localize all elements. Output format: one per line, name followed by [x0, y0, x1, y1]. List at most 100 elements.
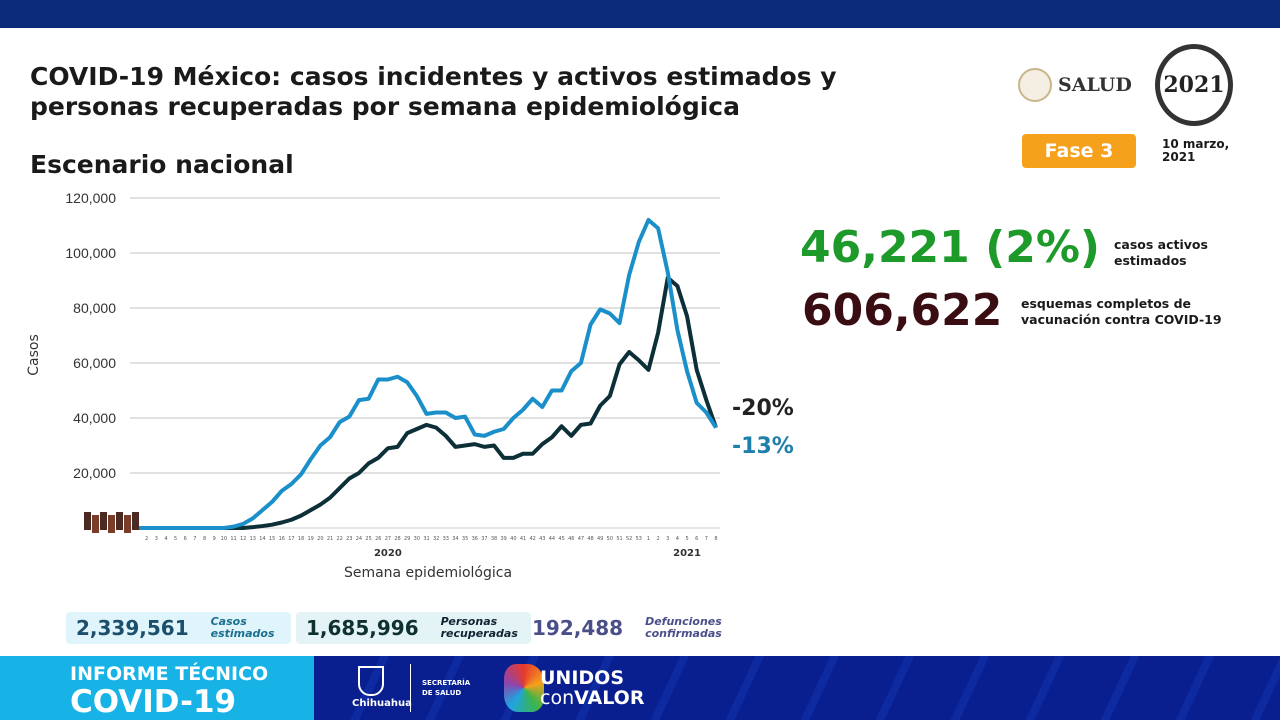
x-tick-label: 7	[705, 536, 708, 542]
x-tick-label: 2	[145, 536, 148, 542]
x-tick-label: 31	[423, 536, 429, 542]
footer-banner: INFORME TÉCNICO COVID-19 Chihuahua SECRET…	[0, 656, 1280, 720]
x-tick-label: 53	[636, 536, 642, 542]
x-tick-label: 48	[587, 536, 593, 542]
slogan-line1: UNIDOS	[540, 667, 625, 689]
person-figure	[100, 512, 107, 530]
x-tick-label: 3	[666, 536, 669, 542]
x-tick-label: 32	[433, 536, 439, 542]
x-tick-label: 5	[174, 536, 177, 542]
x-tick-label: 26	[375, 536, 381, 542]
x-tick-label: 44	[549, 536, 555, 542]
report-title: INFORME TÉCNICO COVID-19	[0, 656, 314, 720]
page-title: COVID-19 México: casos incidentes y acti…	[30, 62, 837, 121]
seal-icon	[1018, 68, 1052, 102]
shield-icon	[358, 666, 384, 696]
active-cases-label: casos activos estimados	[1114, 237, 1208, 268]
x-tick-label: 12	[240, 536, 246, 542]
x-tick-label: 41	[520, 536, 526, 542]
slogan-valor: VALOR	[574, 687, 645, 709]
x-tick-label: 13	[250, 536, 256, 542]
y-tick-label: 100,000	[65, 245, 116, 261]
secretaria-label: SECRETARÍA DE SALUD	[422, 679, 471, 697]
stat-label: Defunciones confirmadas	[645, 615, 722, 640]
x-tick-label: 20	[317, 536, 323, 542]
top-bar	[0, 0, 1280, 28]
x-tick-label: 39	[501, 536, 507, 542]
salud-logo-text: SALUD	[1058, 74, 1132, 96]
person-figure	[84, 512, 91, 530]
y-axis-title: Casos	[26, 334, 42, 376]
x-tick-label: 6	[184, 536, 187, 542]
report-title-line2: COVID-19	[70, 684, 237, 720]
x-tick-label: 19	[308, 536, 314, 542]
x-tick-label: 2	[657, 536, 660, 542]
chihuahua-map-icon	[504, 664, 544, 712]
person-figure	[132, 512, 139, 530]
vaccine-value: 606,622	[802, 285, 1003, 336]
anniversary-logo: 2021	[1155, 44, 1233, 126]
stat-estimated-cases: 2,339,561 Casos estimados	[66, 612, 291, 644]
y-tick-label: 20,000	[73, 465, 116, 481]
person-figure	[92, 515, 99, 533]
x-tick-label: 16	[279, 536, 285, 542]
x-tick-label: 37	[481, 536, 487, 542]
x-tick-label: 34	[452, 536, 458, 542]
report-date: 10 marzo, 2021	[1162, 137, 1230, 164]
x-tick-label: 1	[647, 536, 650, 542]
person-figure	[124, 515, 131, 533]
anniversary-logo-text: 2021	[1163, 72, 1225, 98]
x-tick-label: 23	[346, 536, 352, 542]
x-tick-label: 29	[404, 536, 410, 542]
x-tick-label: 38	[491, 536, 497, 542]
x-tick-label: 46	[568, 536, 574, 542]
x-tick-label: 18	[298, 536, 304, 542]
x-tick-label: 25	[365, 536, 371, 542]
x-tick-label: 11	[230, 536, 236, 542]
vaccine-label: esquemas completos de vacunación contra …	[1021, 296, 1222, 327]
x-tick-label: 15	[269, 536, 275, 542]
x-tick-label: 49	[597, 536, 603, 542]
phase-badge: Fase 3	[1022, 134, 1136, 168]
x-tick-label: 7	[193, 536, 196, 542]
active-cases-line	[137, 275, 718, 530]
x-tick-label: 36	[472, 536, 478, 542]
active-change: -20%	[732, 396, 794, 421]
active-cases-value: 46,221 (2%)	[800, 222, 1101, 273]
x-tick-label: 9	[213, 536, 216, 542]
slogan: UNIDOS conVALOR	[540, 668, 644, 708]
stat-value: 1,685,996	[306, 616, 419, 640]
stat-value: 2,339,561	[76, 616, 189, 640]
x-axis-title: Semana epidemiológica	[344, 565, 512, 581]
x-tick-label: 14	[259, 536, 265, 542]
stat-value: 192,488	[532, 616, 624, 640]
person-figure	[108, 515, 115, 533]
x-tick-label: 35	[462, 536, 468, 542]
y-tick-label: 120,000	[65, 190, 116, 206]
stat-label: Casos estimados	[210, 615, 275, 640]
x-tick-label: 21	[327, 536, 333, 542]
x-tick-label: 40	[510, 536, 516, 542]
divider	[410, 664, 411, 712]
stat-deaths: 192,488 Defunciones confirmadas	[522, 612, 735, 644]
government-logos: Chihuahua SECRETARÍA DE SALUD UNIDOS conV…	[314, 656, 1280, 720]
y-tick-label: 60,000	[73, 355, 116, 371]
year-label: 2021	[673, 548, 701, 559]
x-tick-label: 51	[616, 536, 622, 542]
stat-label: Personas recuperadas	[440, 615, 518, 640]
x-tick-label: 8	[203, 536, 206, 542]
x-tick-label: 3	[155, 536, 158, 542]
slogan-con: con	[540, 687, 575, 709]
incident-cases-line	[137, 218, 718, 530]
person-figure	[116, 512, 123, 530]
y-tick-label: 80,000	[73, 300, 116, 316]
x-tick-label: 27	[385, 536, 391, 542]
year-label: 2020	[374, 548, 402, 559]
incident-change: -13%	[732, 434, 794, 459]
y-tick-label: 40,000	[73, 410, 116, 426]
x-tick-label: 8	[714, 536, 717, 542]
x-tick-label: 10	[221, 536, 227, 542]
people-image	[84, 512, 139, 533]
x-tick-label: 5	[685, 536, 688, 542]
